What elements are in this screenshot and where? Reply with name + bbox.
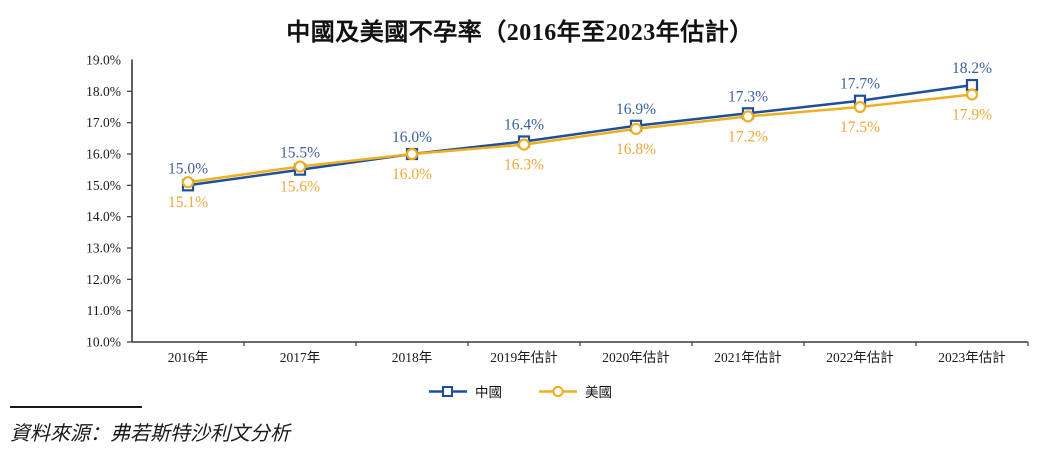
china-point-label: 17.3%	[728, 88, 768, 105]
y-tick-label: 11.0%	[87, 303, 121, 318]
y-tick-label: 16.0%	[86, 147, 121, 162]
us-point-label: 16.3%	[504, 157, 544, 174]
us-marker	[517, 138, 531, 151]
chart-canvas: 19.0% 18.0% 17.0% 16.0% 15.0% 14.0% 13.0% 12.0%…	[86, 53, 1029, 365]
x-tick-label: 2018年	[392, 350, 433, 365]
us-marker	[741, 110, 755, 123]
china-point-label: 17.7%	[840, 76, 880, 93]
x-tick-label: 2021年估計	[714, 350, 782, 365]
us-marker	[293, 160, 307, 173]
china-point-label: 15.5%	[280, 145, 320, 162]
china-point-label: 16.4%	[504, 116, 544, 133]
y-tick-label: 14.0%	[86, 209, 121, 224]
us-marker	[181, 176, 195, 189]
legend-item-us: 美國	[538, 381, 612, 401]
us-point-label: 17.9%	[952, 106, 992, 123]
y-tick-label: 13.0%	[86, 241, 121, 256]
china-point-label: 16.0%	[392, 129, 432, 146]
source-text: 資料來源：弗若斯特沙利文分析	[10, 423, 290, 445]
y-tick-label: 18.0%	[86, 84, 121, 99]
legend-label-china: 中國	[475, 385, 502, 400]
chart-legend: 中國 美國	[0, 381, 1040, 401]
x-tick-label: 2023年估計	[938, 350, 1006, 365]
us-point-label: 16.0%	[392, 166, 432, 183]
china-line	[187, 83, 973, 187]
us-marker	[965, 88, 979, 101]
us-point-label: 15.6%	[280, 179, 320, 196]
us-line	[187, 93, 973, 184]
source-note: 資料來源：弗若斯特沙利文分析	[10, 406, 290, 446]
source-divider	[10, 406, 142, 408]
us-point-label: 17.5%	[840, 119, 880, 136]
china-point-label: 18.2%	[952, 60, 992, 77]
us-series-marker-icon	[539, 385, 577, 397]
us-marker	[853, 100, 867, 114]
china-point-label: 15.0%	[168, 160, 208, 177]
x-tick-label: 2022年估計	[826, 350, 894, 365]
china-series-marker-icon	[429, 385, 467, 397]
us-marker	[405, 147, 419, 161]
us-point-label: 17.2%	[728, 128, 768, 145]
chart-title: 中國及美國不孕率（2016年至2023年估計）	[286, 20, 754, 46]
x-tick-label: 2020年估計	[602, 350, 670, 365]
x-tick-label: 2019年估計	[490, 350, 558, 365]
legend-label-us: 美國	[585, 385, 612, 400]
us-marker	[629, 122, 643, 136]
y-tick-label: 17.0%	[86, 115, 121, 130]
y-tick-label: 12.0%	[86, 272, 121, 287]
us-point-label: 16.8%	[616, 141, 656, 158]
legend-item-china: 中國	[428, 381, 502, 401]
china-point-label: 16.9%	[616, 101, 656, 118]
y-tick-label: 19.0%	[86, 53, 121, 68]
y-tick-label: 15.0%	[86, 178, 121, 193]
y-tick-label: 10.0%	[86, 335, 121, 350]
x-tick-label: 2017年	[280, 350, 321, 365]
us-point-label: 15.1%	[168, 194, 208, 211]
x-tick-label: 2016年	[168, 350, 209, 365]
